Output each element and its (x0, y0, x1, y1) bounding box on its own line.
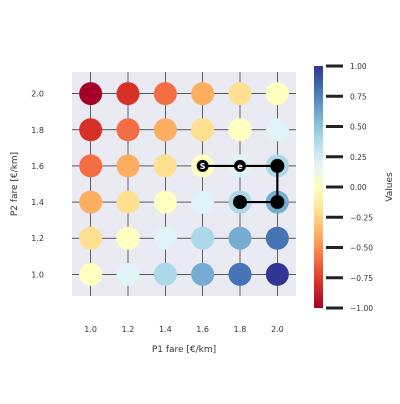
heatmap-cell (116, 82, 140, 106)
heatmap-cell (265, 82, 289, 106)
heatmap-cell (265, 226, 289, 250)
heatmap-cell (153, 118, 177, 142)
path-point (196, 159, 209, 172)
heatmap-cell (153, 190, 177, 214)
heatmap-cell (116, 154, 140, 178)
colorbar-tick-label: 0.00 (350, 183, 367, 192)
heatmap-cell (116, 262, 140, 286)
colorbar-label: Values (385, 172, 395, 202)
x-tick-label: 2.0 (271, 325, 284, 334)
path-point-label: S (200, 162, 206, 171)
y-tick-label: 2.0 (31, 90, 44, 99)
heatmap-cell (265, 262, 289, 286)
heatmap-cell (79, 154, 103, 178)
y-tick-label: 1.0 (31, 270, 44, 279)
colorbar-tick-label: 0.75 (350, 92, 367, 101)
heatmap-cell (153, 226, 177, 250)
heatmap-cell (228, 262, 252, 286)
heatmap-cell (265, 118, 289, 142)
y-tick-labels: 1.0 1.2 1.4 1.6 1.8 2.0 (31, 90, 44, 280)
colorbar-tick-label: −0.50 (350, 244, 373, 253)
x-tick-label: 1.0 (84, 325, 97, 334)
colorbar-tick-label: −0.25 (350, 213, 373, 222)
path-point-label: e (237, 162, 243, 171)
path-point (233, 195, 247, 210)
colorbar-ticks: 1.00 0.75 0.50 0.25 0.00 −0.25 −0.50 −0.75 −1.00 (326, 62, 373, 313)
heatmap-cell (191, 226, 215, 250)
y-axis-label: P2 fare [€/km] (10, 152, 20, 216)
heatmap-cell (191, 262, 215, 286)
x-axis-label: P1 fare [€/km] (152, 345, 216, 355)
heatmap-cell (116, 190, 140, 214)
x-tick-label: 1.2 (122, 325, 135, 334)
colorbar-tick-label: 0.25 (350, 153, 367, 162)
y-tick-label: 1.2 (31, 234, 44, 243)
heatmap-cell (116, 226, 140, 250)
colorbar-tick-label: 1.00 (350, 62, 367, 71)
x-tick-label: 1.8 (234, 325, 247, 334)
heatmap-cell (228, 82, 252, 106)
x-tick-labels: 1.0 1.2 1.4 1.6 1.8 2.0 (84, 325, 283, 334)
path-point (270, 195, 285, 210)
y-tick-label: 1.6 (31, 162, 44, 171)
y-tick-label: 1.8 (31, 126, 44, 135)
heatmap-cell (79, 262, 103, 286)
heatmap-cell (79, 226, 103, 250)
heatmap-cell (191, 190, 215, 214)
heatmap-cell (191, 82, 215, 106)
path-point (234, 159, 246, 172)
heatmap-cell (228, 226, 252, 250)
heatmap-cell (79, 82, 103, 106)
heatmap-cell (153, 262, 177, 286)
heatmap-cell (79, 118, 103, 142)
heatmap-cell (153, 154, 177, 178)
y-tick-label: 1.4 (31, 198, 44, 207)
colorbar-tick-label: −1.00 (350, 304, 373, 313)
heatmap-cell (79, 190, 103, 214)
x-tick-label: 1.6 (196, 325, 209, 334)
heatmap-cell (228, 118, 252, 142)
colorbar-tick-label: −0.75 (350, 274, 373, 283)
path-point (270, 158, 285, 173)
heatmap-cell (191, 118, 215, 142)
x-tick-label: 1.4 (159, 325, 172, 334)
colorbar (314, 66, 323, 308)
colorbar-tick-label: 0.50 (350, 123, 367, 132)
heatmap-cell (116, 118, 140, 142)
heatmap-cell (153, 82, 177, 106)
plot-background (72, 72, 296, 296)
